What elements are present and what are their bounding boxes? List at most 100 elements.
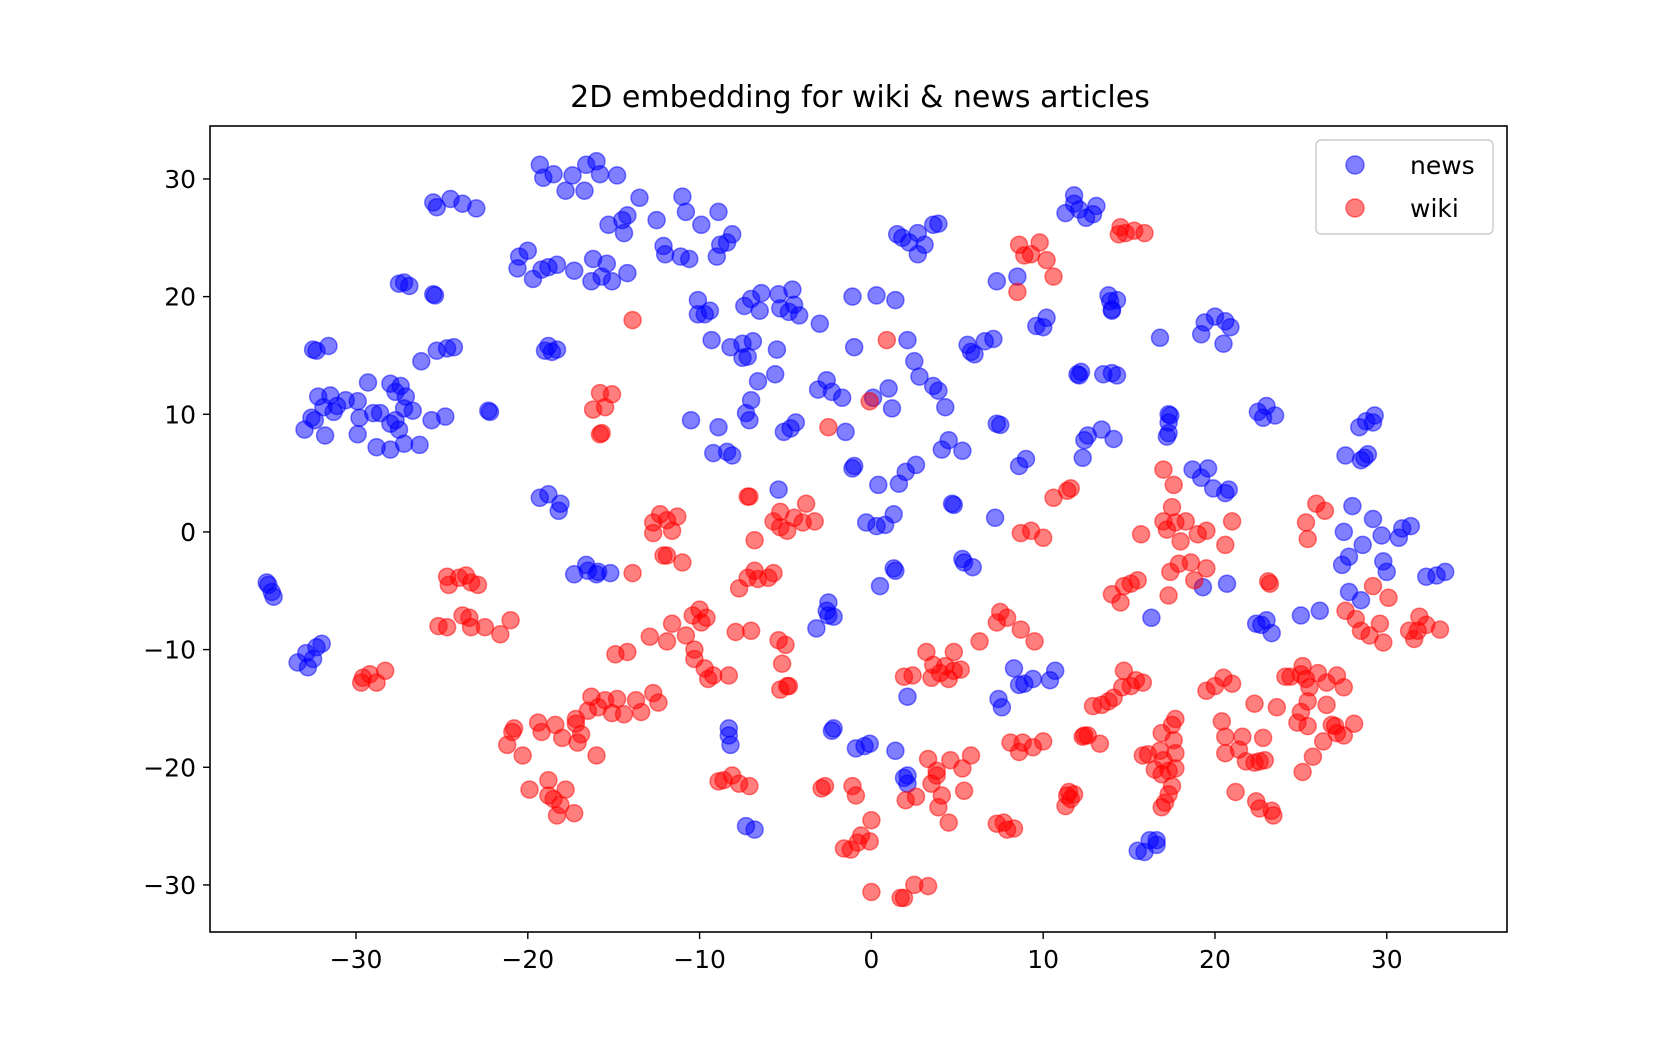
news-point <box>939 430 958 450</box>
wiki-point <box>1317 695 1336 715</box>
news-point <box>870 576 890 596</box>
news-point <box>783 280 802 299</box>
legend-label-news: news <box>1410 151 1475 180</box>
news-point <box>695 305 714 324</box>
news-point <box>1069 366 1089 385</box>
wiki-point <box>649 693 668 712</box>
news-point <box>1150 328 1170 348</box>
wiki-point <box>1245 694 1264 713</box>
wiki-point <box>1164 475 1183 495</box>
news-point <box>319 336 338 356</box>
news-point <box>1219 480 1238 499</box>
wiki-point <box>1260 574 1280 593</box>
news-point <box>479 401 498 420</box>
news-point <box>953 441 972 461</box>
y-tick-label: 30 <box>164 165 196 194</box>
news-point <box>1363 509 1383 529</box>
wiki-point <box>906 787 926 806</box>
wiki-point <box>437 617 457 637</box>
news-point <box>1343 496 1362 516</box>
news-point <box>630 188 649 208</box>
wiki-point <box>846 786 866 805</box>
wiki-point <box>631 702 651 722</box>
news-point <box>400 276 419 296</box>
news-point <box>856 513 876 532</box>
wiki-point <box>1334 726 1354 745</box>
wiki-point <box>1152 798 1171 817</box>
news-point <box>673 187 692 206</box>
news-point <box>1191 325 1211 344</box>
wiki-point <box>860 392 879 411</box>
wiki-point <box>1135 223 1154 243</box>
news-point <box>1073 448 1092 468</box>
wiki-point <box>1363 576 1383 596</box>
news-point <box>810 314 830 333</box>
news-point <box>879 379 898 398</box>
news-point <box>655 245 675 264</box>
news-point <box>743 332 763 351</box>
wiki-point <box>606 645 625 664</box>
wiki-point <box>1181 553 1201 572</box>
wiki-point <box>556 780 575 799</box>
wiki-point <box>1222 674 1242 693</box>
news-point <box>722 225 742 244</box>
wiki-point <box>1222 512 1242 531</box>
news-point <box>709 417 728 437</box>
news-point <box>1372 526 1391 545</box>
news-point <box>929 214 948 233</box>
wiki-point <box>860 832 879 851</box>
wiki-point <box>819 417 838 437</box>
wiki-point <box>805 512 824 531</box>
news-point <box>1142 608 1161 628</box>
wiki-point <box>812 779 831 798</box>
wiki-point <box>1197 521 1216 541</box>
news-point <box>1252 615 1271 635</box>
news-point <box>738 347 757 366</box>
wiki-point <box>501 610 520 630</box>
news-point <box>367 437 386 457</box>
news-point <box>601 563 620 583</box>
wiki-point <box>1008 282 1027 302</box>
news-point <box>869 475 888 495</box>
news-point <box>844 337 864 357</box>
news-point <box>564 261 584 280</box>
news-point <box>886 290 905 310</box>
news-point <box>264 587 283 606</box>
news-point <box>769 480 788 499</box>
news-point <box>954 553 974 572</box>
news-point <box>942 494 962 513</box>
axes-layer: −30 −20 −10 0 10 20 30 −30 −20 −10 0 10 20 30 <box>143 125 1508 974</box>
wiki-point <box>953 759 972 778</box>
wiki-point <box>595 690 615 710</box>
wiki-point <box>491 625 510 644</box>
x-tick-label: −10 <box>673 945 726 974</box>
wiki-point <box>456 566 476 585</box>
news-point <box>822 721 842 741</box>
news-point <box>884 505 903 524</box>
news-point <box>1221 317 1240 337</box>
news-point <box>1291 606 1311 625</box>
news-point <box>315 426 335 445</box>
wiki-point <box>1226 782 1245 802</box>
news-point <box>765 365 785 384</box>
wiki-point <box>1216 535 1235 555</box>
wiki-point <box>741 621 761 641</box>
wiki-point <box>676 626 696 645</box>
wiki-point <box>662 614 682 633</box>
news-point <box>860 734 879 753</box>
wiki-point <box>1216 743 1235 763</box>
wiki-point <box>587 746 606 765</box>
news-point <box>312 634 331 653</box>
news-point <box>898 330 917 350</box>
x-tick-label: −20 <box>501 945 554 974</box>
news-point <box>1102 301 1122 320</box>
news-point <box>1401 516 1421 536</box>
wiki-point <box>740 487 759 506</box>
wiki-point <box>539 770 558 790</box>
news-point <box>905 352 924 371</box>
wiki-point <box>1399 621 1419 641</box>
news-point <box>1037 308 1056 328</box>
wiki-point <box>776 635 795 655</box>
news-point <box>1092 420 1111 439</box>
news-point <box>1339 547 1359 566</box>
